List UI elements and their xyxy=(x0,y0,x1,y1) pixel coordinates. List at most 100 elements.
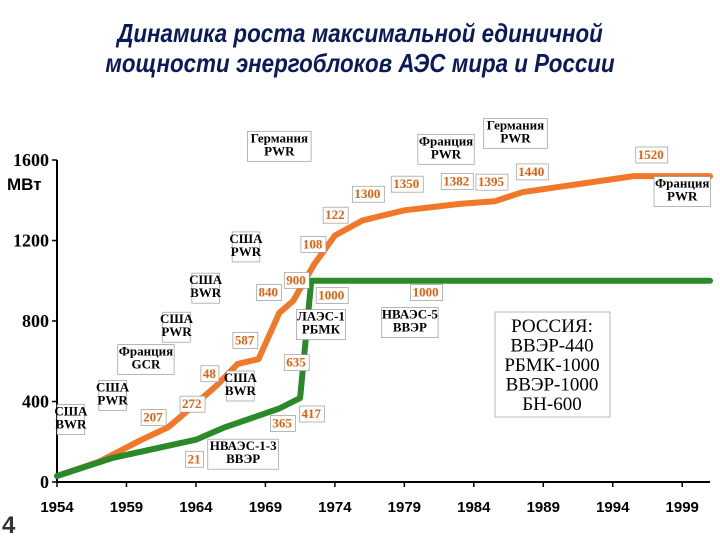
annotation-box xyxy=(56,404,86,435)
value-label: 635 xyxy=(286,355,306,370)
annotation-line: США xyxy=(189,272,223,287)
x-tick-label: 1959 xyxy=(110,499,143,516)
value-label: 840 xyxy=(258,285,278,300)
value-label-box xyxy=(185,450,204,468)
annotation-line: США xyxy=(224,370,258,385)
x-tick-label: 1969 xyxy=(249,499,282,516)
value-label: 1520 xyxy=(638,147,664,162)
value-label-box xyxy=(200,365,220,383)
value-label-box xyxy=(440,173,474,190)
x-tick-label: 1984 xyxy=(457,499,491,516)
annotation-box xyxy=(98,380,127,411)
value-label: 1440 xyxy=(518,164,544,179)
value-label-box xyxy=(256,284,282,301)
y-tick-label: 800 xyxy=(22,311,49,331)
russia-series-line xyxy=(54,277,713,479)
y-tick-label: 1200 xyxy=(13,231,49,251)
annotation-line: Германия xyxy=(487,117,544,132)
annotation-line: США xyxy=(54,404,88,419)
annotation-box xyxy=(191,272,220,304)
russia-type-line: ВВЭР-440 xyxy=(510,336,593,357)
annotation-box xyxy=(117,344,175,375)
value-label-box xyxy=(283,272,310,289)
x-tick-label: 1994 xyxy=(596,499,630,516)
russia-type-line: ВВЭР-1000 xyxy=(506,375,599,396)
value-label-box xyxy=(351,185,385,203)
value-label-box xyxy=(140,409,167,426)
value-label: 587 xyxy=(235,333,255,348)
value-label: 1000 xyxy=(318,287,344,302)
annotation-box xyxy=(207,438,279,470)
value-label-box xyxy=(300,235,327,253)
chart-title: Динамика роста максимальной единичной мо… xyxy=(0,18,720,78)
y-axis-unit: МВт xyxy=(7,175,42,194)
russia-type-line: БН-600 xyxy=(522,394,581,415)
y-tick-label: 400 xyxy=(22,392,49,412)
annotation-line: ВВЭР xyxy=(393,320,427,335)
annotation-line: PWR xyxy=(161,324,192,339)
chart-title-line-2: мощности энергоблоков АЭС мира и России xyxy=(105,48,615,78)
value-label-box xyxy=(475,173,509,191)
annotation-box xyxy=(381,307,439,338)
annotation-line: PWR xyxy=(667,189,698,204)
chart-axes: 0 400 800 1200 1600 1954 1959 1964 1969 1974 1979 1… xyxy=(13,150,710,516)
annotation-line: Франция xyxy=(419,133,473,148)
value-label-box xyxy=(283,354,310,372)
annotation-line: Франция xyxy=(655,176,709,191)
value-label: 21 xyxy=(188,451,201,466)
value-label: 207 xyxy=(143,410,163,425)
annotation-line: BWR xyxy=(55,417,87,432)
annotation-box xyxy=(483,118,548,149)
annotation-line: США xyxy=(96,379,130,394)
value-label-box xyxy=(315,287,349,304)
value-label: 1395 xyxy=(478,174,505,189)
value-label: 365 xyxy=(272,415,292,430)
x-tick-label: 1999 xyxy=(666,499,699,516)
value-label-box xyxy=(179,395,206,413)
chart-annotations: СШАBWRСШАPWRФранцияGCRСШАPWRСШАBWRСШАPWR… xyxy=(54,117,711,470)
annotation-line: PWR xyxy=(264,143,295,158)
value-label: 1300 xyxy=(354,186,380,201)
russia-types-box xyxy=(494,311,611,418)
annotation-line: PWR xyxy=(500,130,531,145)
value-label: 272 xyxy=(182,396,202,411)
annotation-line: США xyxy=(160,311,194,326)
chart-title-line-1: Динамика роста максимальной единичной xyxy=(117,18,603,48)
value-label-box xyxy=(322,206,349,224)
annotation-line: США xyxy=(229,231,263,246)
y-tick-label: 1600 xyxy=(13,150,49,170)
value-label: 1000 xyxy=(413,285,439,300)
x-tick-label: 1979 xyxy=(388,499,421,516)
annotation-line: BWR xyxy=(225,383,257,398)
y-tick-label: 0 xyxy=(40,472,49,492)
x-tick-label: 1964 xyxy=(179,499,213,516)
x-tick-label: 1989 xyxy=(527,499,560,516)
value-label: 1350 xyxy=(393,176,419,191)
world-series-line xyxy=(54,173,713,479)
russia-type-line: РБМК-1000 xyxy=(504,355,599,376)
annotation-line: ЛАЭС-1 xyxy=(297,309,345,324)
annotation-box xyxy=(247,130,312,162)
annotation-line: ВВЭР xyxy=(226,451,260,466)
value-label-box xyxy=(299,405,325,423)
annotation-box xyxy=(296,309,346,340)
annotation-line: РБМК xyxy=(302,322,341,337)
value-label-box xyxy=(270,415,296,432)
annotation-box xyxy=(417,133,475,165)
annotation-line: PWR xyxy=(231,244,262,259)
value-label: 108 xyxy=(303,236,323,251)
annotation-line: GCR xyxy=(131,357,161,372)
x-tick-label: 1974 xyxy=(318,499,352,516)
annotation-box xyxy=(231,231,261,263)
x-tick-label: 1954 xyxy=(40,499,74,516)
chart-series xyxy=(54,173,713,479)
annotation-line: PWR xyxy=(97,392,128,407)
annotation-line: BWR xyxy=(190,285,222,300)
annotation-line: НВАЭС-1-3 xyxy=(210,438,277,453)
value-label: 48 xyxy=(203,366,217,381)
annotation-line: НВАЭС-5 xyxy=(382,307,439,322)
value-label-box xyxy=(515,163,549,181)
annotation-box xyxy=(162,311,191,343)
